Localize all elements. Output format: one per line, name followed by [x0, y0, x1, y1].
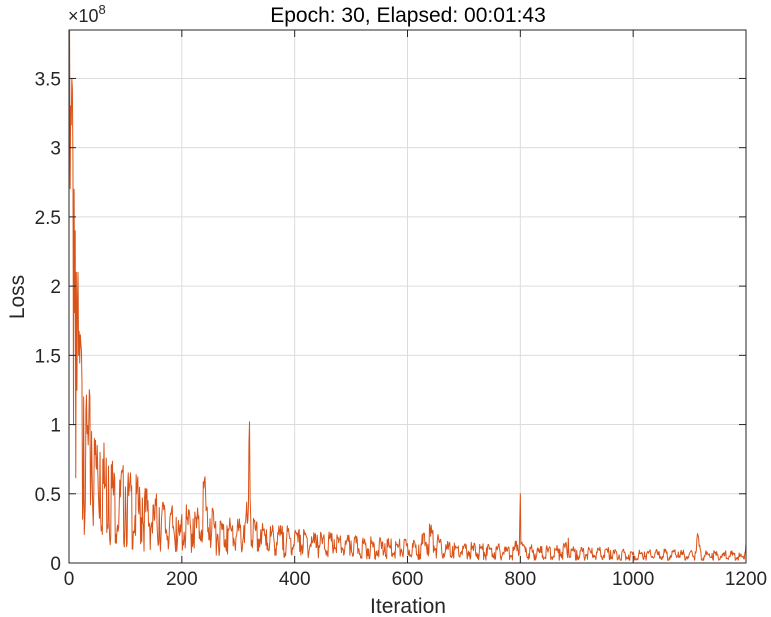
y-axis-label: Loss	[6, 275, 29, 319]
x-tick-label: 800	[504, 569, 536, 590]
y-tick-label: 1	[50, 416, 61, 437]
y-tick-label: 2.5	[35, 208, 61, 229]
y-tick-label: 2	[50, 277, 61, 298]
y-exponent-base: ×10	[68, 6, 99, 26]
y-exponent-power: 8	[99, 2, 106, 17]
y-exponent-label: ×108	[68, 2, 106, 26]
y-tick-label: 0	[50, 554, 61, 575]
series-layer	[69, 29, 747, 561]
ticks	[68, 30, 747, 564]
x-tick-label: 0	[64, 569, 75, 590]
x-axis-label: Iteration	[370, 595, 446, 617]
grid	[69, 30, 746, 563]
x-tick-label: 600	[392, 569, 424, 590]
x-tick-label: 1200	[725, 569, 767, 590]
x-tick-label: 1000	[612, 569, 654, 590]
y-tick-label: 3.5	[35, 69, 61, 90]
x-tick-label: 400	[279, 569, 311, 590]
y-tick-labels: 0 0.5 1 1.5 2 2.5 3 3.5	[35, 69, 61, 575]
y-tick-label: 1.5	[35, 346, 61, 367]
x-tick-label: 200	[166, 569, 198, 590]
series-line	[69, 29, 747, 561]
y-tick-label: 0.5	[35, 485, 61, 506]
y-tick-label: 3	[50, 139, 61, 160]
chart-title: Epoch: 30, Elapsed: 00:01:43	[270, 4, 546, 27]
x-tick-labels: 0 200 400 600 800 1000 1200	[64, 569, 767, 590]
